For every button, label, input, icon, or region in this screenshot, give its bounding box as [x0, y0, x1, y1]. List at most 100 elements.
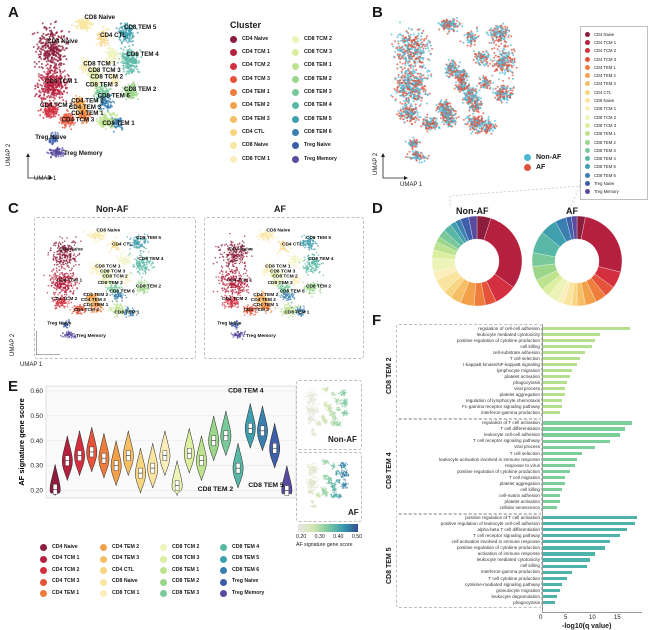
panel-letter-e: E [8, 378, 19, 395]
legend-label: CD8 TEM 6 [232, 566, 260, 573]
legend-item: CD8 TCM 3 [292, 49, 354, 57]
colorbar-tick: 0.30 [314, 534, 325, 540]
legend-swatch [230, 142, 237, 150]
violin-ytick: 0.20 [30, 488, 43, 495]
legend-label: CD8 TEM 1 [304, 62, 332, 69]
umap-cluster-label: CD4 TCM 3 [244, 307, 270, 313]
go-term-label: regulation of cell-cell adhesion [478, 325, 540, 331]
inset-af-umap [302, 459, 350, 509]
go-term-label: cell killing [520, 486, 540, 492]
umap-cluster-label: CD8 TCM 2 [102, 274, 128, 280]
legend-item: CD4 TEM 2 [585, 71, 643, 79]
go-term-bar [542, 405, 562, 409]
umap-c-nonaf-plot: CD8 Naive CD4 Naive CD4 CTL CD8 TEM 5 CD8 TE… [36, 228, 164, 355]
umap-cluster-label: CD8 TEM 2 [306, 284, 331, 290]
go-term-label: cell-matrix adhesion [499, 492, 540, 498]
umap-cluster-label: Treg Naive [35, 134, 67, 141]
umap-cluster-label: CD4 TCM 1 [45, 78, 78, 85]
go-term-bar [542, 381, 567, 385]
go-group-label: CD8 TEM 4 [386, 452, 393, 490]
umap-b-axis-x: UMAP 1 [400, 182, 423, 188]
go-term-bar [542, 534, 620, 538]
legend-item: CD8 TCM 1 [585, 105, 643, 113]
legend-swatch [160, 578, 167, 586]
legend-item: CD8 TEM 3 [160, 590, 220, 597]
umap-cluster-label: CD8 TEM 3 [268, 280, 293, 286]
inset-label-af: AF [348, 508, 359, 517]
legend-label: CD8 TEM 1 [172, 566, 200, 573]
legend-label: CD4 TEM 2 [242, 102, 270, 109]
legend-swatch [230, 102, 237, 110]
inset-af-frame [296, 452, 362, 522]
legend-label: Treg Memory [232, 589, 265, 596]
legend-item: CD8 Naive [585, 96, 643, 104]
legend-item: CD4 TCM 1 [230, 49, 292, 57]
umap-cluster-label: Treg Memory [246, 333, 276, 339]
go-term-label: T cell cytokine production [488, 575, 540, 581]
go-term-label: cell-substrate adhesion [492, 349, 540, 355]
go-term-bar [542, 356, 580, 361]
legend-swatch [40, 544, 47, 551]
legend-swatch [100, 555, 107, 563]
legend-swatch [585, 31, 590, 37]
legend-item: CD8 TEM 2 [160, 578, 220, 586]
legend-label: CD8 TEM 5 [304, 115, 332, 122]
go-term-bar [542, 445, 595, 449]
go-term-bar [542, 564, 587, 568]
legend-item: CD4 TEM 2 [100, 544, 160, 551]
legend-item: CD8 TEM 3 [585, 146, 643, 154]
go-term-label: leukocyte mediated cytotoxicity [476, 331, 540, 337]
go-group-label: CD8 TEM 2 [386, 357, 393, 395]
umap-cluster-label: CD8 TEM 6 [280, 288, 305, 294]
umap-cluster-label: CD4 TEM 2 [83, 292, 108, 298]
go-group-frame [396, 513, 542, 609]
legend-item: CD8 TCM 2 [292, 36, 354, 43]
go-term-label: platelet activation [504, 373, 541, 379]
legend-label: CD4 TCM 2 [242, 62, 270, 69]
legend-label: CD8 TEM 2 [594, 139, 616, 145]
umap-cluster-label: CD4 TCM 3 [74, 307, 100, 313]
colorbar-label: AF signature gene score [296, 542, 353, 548]
umap-cluster-label: CD8 TEM 2 [124, 86, 157, 93]
panel-letter-a: A [8, 4, 19, 21]
go-term-bar [542, 350, 585, 354]
legend-swatch [292, 115, 299, 123]
umap-cluster-label: CD8 TCM 1 [83, 61, 116, 68]
donut-slice [483, 218, 523, 288]
go-term-label: cytokine-mediated signaling pathway [464, 581, 540, 587]
legend-item: CD4 TCM 1 [585, 38, 643, 46]
umap-cluster-label: CD8 TEM 1 [284, 310, 309, 316]
go-term-label: platelet activation [504, 498, 541, 504]
legend-item: CD8 TEM 1 [585, 130, 643, 138]
legend-swatch [585, 56, 590, 62]
go-xtick: 5 [564, 615, 568, 622]
legend-item: CD8 TEM 5 [585, 163, 643, 171]
go-term-label: cell killing [520, 563, 540, 569]
umap-cluster-label: CD8 TEM 4 [308, 256, 333, 262]
umap-b-axis-y: UMAP 2 [373, 152, 379, 175]
umap-cluster-label: CD8 TEM 6 [110, 288, 135, 294]
umap-cluster-label: CD8 TEM 3 [86, 81, 119, 88]
go-term-bar [542, 594, 557, 598]
legend-swatch [40, 567, 47, 574]
legend-item: CD4 CTL [100, 567, 160, 574]
go-term-label: granulocyte migration [496, 587, 540, 593]
legend-swatch [585, 189, 590, 195]
go-term-bar [542, 332, 600, 336]
go-term-label: positive regulation of T cell activation [465, 515, 540, 520]
legend-label: CD8 Naive [594, 98, 615, 104]
legend-label: CD4 TCM 1 [594, 39, 617, 45]
panel-letter-f: F [372, 312, 382, 329]
legend-label: Treg Memory [304, 155, 337, 162]
panel-c-title-nonaf: Non-AF [96, 204, 129, 214]
group-legend-b: Non-AF AF [524, 154, 561, 171]
legend-item: CD4 TEM 1 [585, 63, 643, 71]
go-term-bar [542, 516, 637, 520]
legend-item: CD4 TCM 2 [40, 567, 100, 574]
legend-label: CD8 TEM 3 [304, 89, 332, 96]
violin-annotation: CD8 TEM 4 [228, 388, 264, 395]
umap-cluster-label: CD8 TEM 3 [98, 280, 123, 286]
legend-item: CD8 TEM 4 [292, 102, 354, 110]
umap-a-axis-y: UMAP 2 [6, 143, 12, 166]
